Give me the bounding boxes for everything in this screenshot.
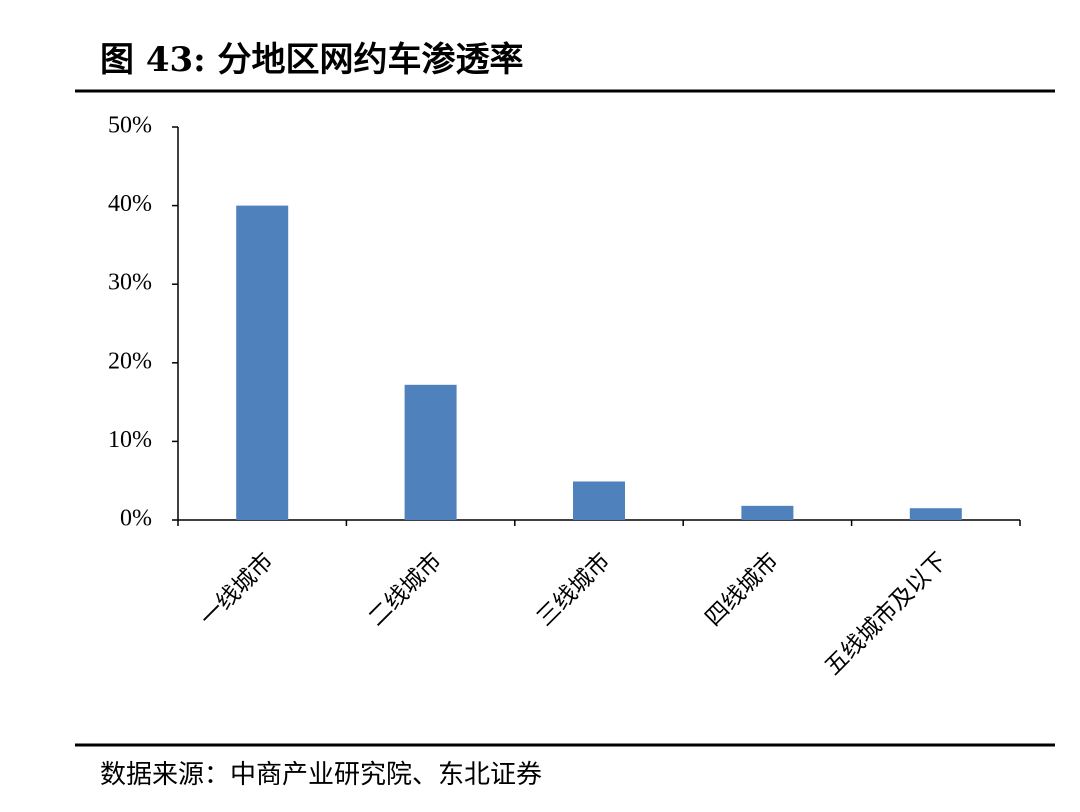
x-tick-label: 一线城市 (195, 548, 278, 631)
bar (404, 384, 457, 520)
y-tick-label: 20% (108, 348, 152, 374)
y-tick-label: 40% (108, 191, 152, 217)
source-note: 数据来源：中商产业研究院、东北证券 (100, 760, 542, 790)
y-tick-label: 0% (120, 506, 152, 532)
y-tick-label: 50% (108, 113, 152, 139)
bar (741, 505, 794, 520)
bar (909, 508, 962, 520)
x-tick-label: 二线城市 (364, 548, 447, 631)
x-tick-label: 五线城市及以下 (820, 548, 952, 680)
x-tick-label: 四线城市 (700, 548, 783, 631)
chart-title: 图 43: 分地区网约车渗透率 (100, 40, 524, 80)
bar (236, 205, 289, 520)
y-tick-label: 10% (108, 427, 152, 453)
y-tick-label: 30% (108, 270, 152, 296)
bar (573, 481, 625, 520)
x-tick-label: 三线城市 (532, 548, 615, 631)
